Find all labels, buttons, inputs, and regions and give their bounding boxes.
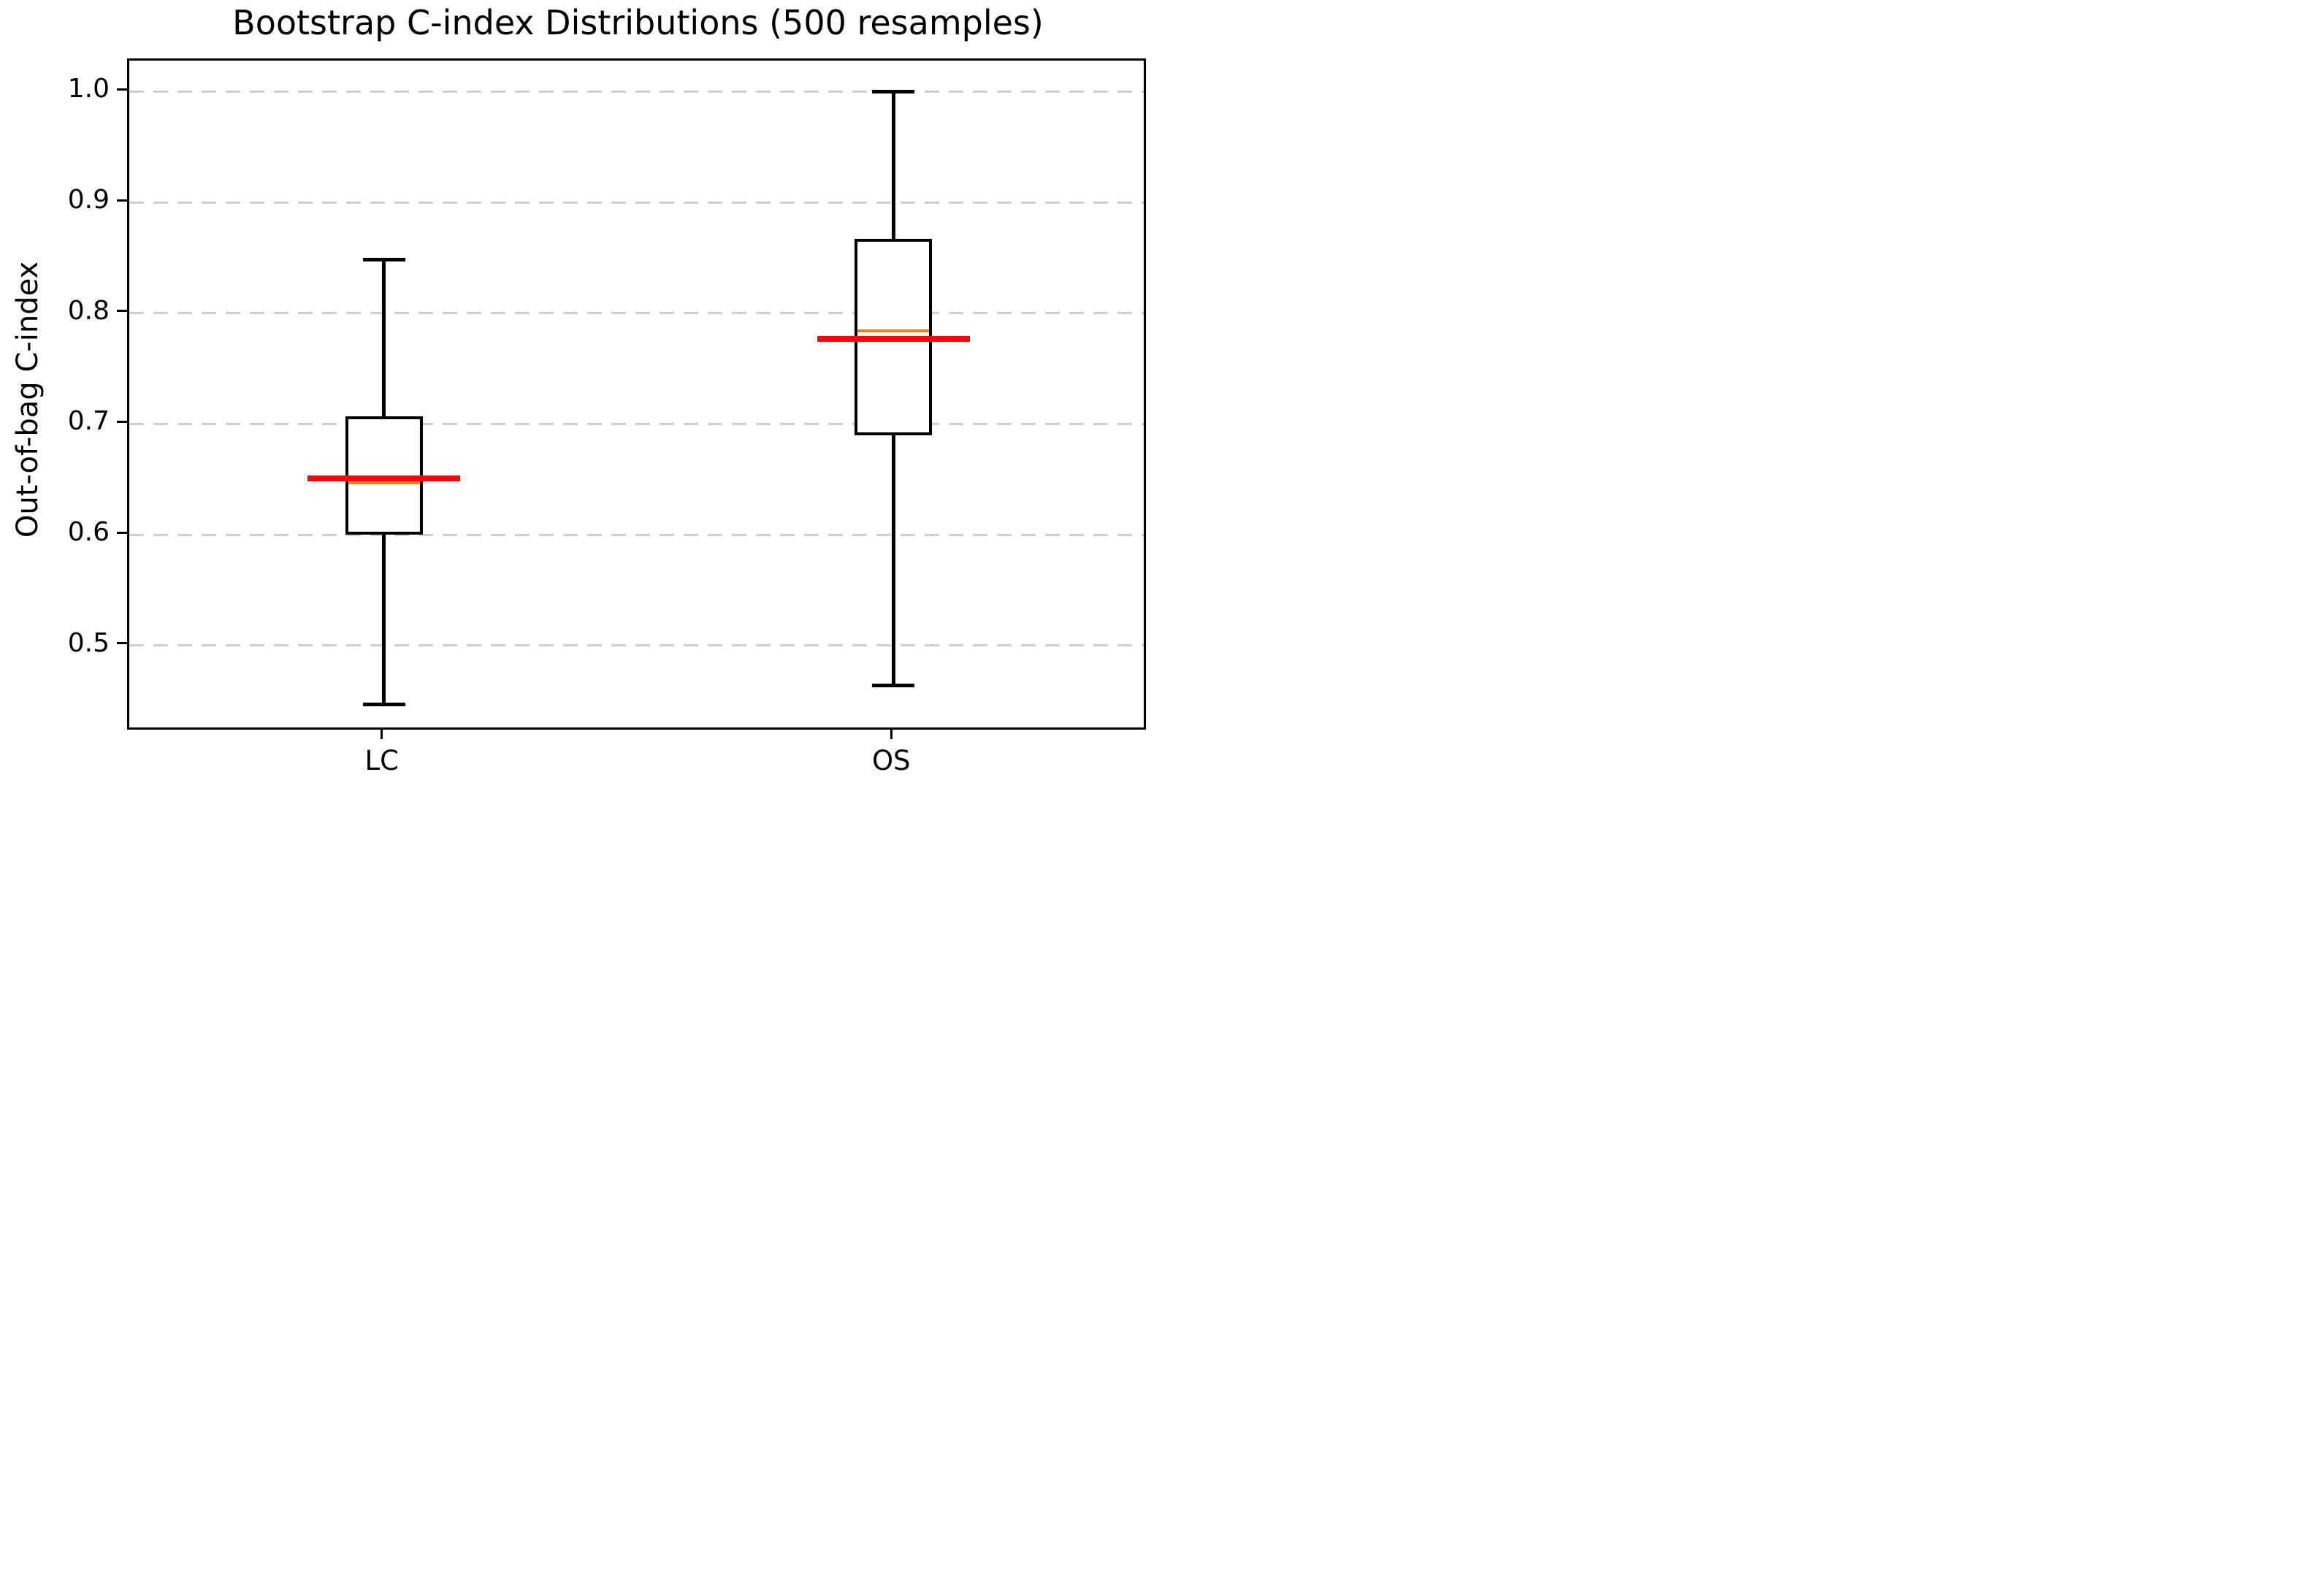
gridline — [129, 644, 1144, 647]
y-tick-mark — [117, 420, 127, 423]
y-tick-label: 0.6 — [67, 517, 110, 548]
whisker-cap-top — [362, 258, 405, 262]
gridline — [129, 422, 1144, 425]
gridline — [129, 312, 1144, 315]
x-tick-mark — [381, 730, 383, 739]
x-tick-label-os: OS — [871, 745, 911, 776]
gridline — [129, 533, 1144, 536]
gridline — [129, 201, 1144, 204]
whisker-upper — [891, 91, 895, 240]
whisker-lower — [382, 535, 386, 705]
chart-title: Bootstrap C-index Distributions (500 res… — [232, 3, 1044, 42]
whisker-cap-bottom — [362, 702, 405, 706]
y-tick-mark — [117, 88, 127, 91]
whisker-cap-bottom — [872, 683, 915, 687]
y-tick-mark — [117, 531, 127, 534]
y-tick-label: 0.7 — [67, 406, 110, 437]
median-line — [857, 329, 930, 333]
boxplot-figure: Bootstrap C-index Distributions (500 res… — [0, 0, 1162, 791]
mean-line — [817, 335, 970, 342]
whisker-upper — [382, 259, 386, 416]
whisker-lower — [891, 435, 895, 686]
y-tick-mark — [117, 642, 127, 645]
y-tick-label: 0.8 — [67, 295, 110, 326]
x-tick-label-lc: LC — [364, 745, 399, 776]
x-tick-mark — [890, 730, 892, 739]
y-tick-label: 0.5 — [67, 627, 110, 658]
y-tick-label: 0.9 — [67, 185, 110, 215]
gridline — [129, 90, 1144, 93]
whisker-cap-top — [872, 89, 915, 93]
y-tick-label: 1.0 — [67, 74, 110, 104]
y-tick-mark — [117, 199, 127, 202]
median-line — [348, 481, 420, 484]
y-tick-mark — [117, 310, 127, 313]
mean-line — [307, 475, 461, 481]
plot-area — [127, 58, 1146, 730]
